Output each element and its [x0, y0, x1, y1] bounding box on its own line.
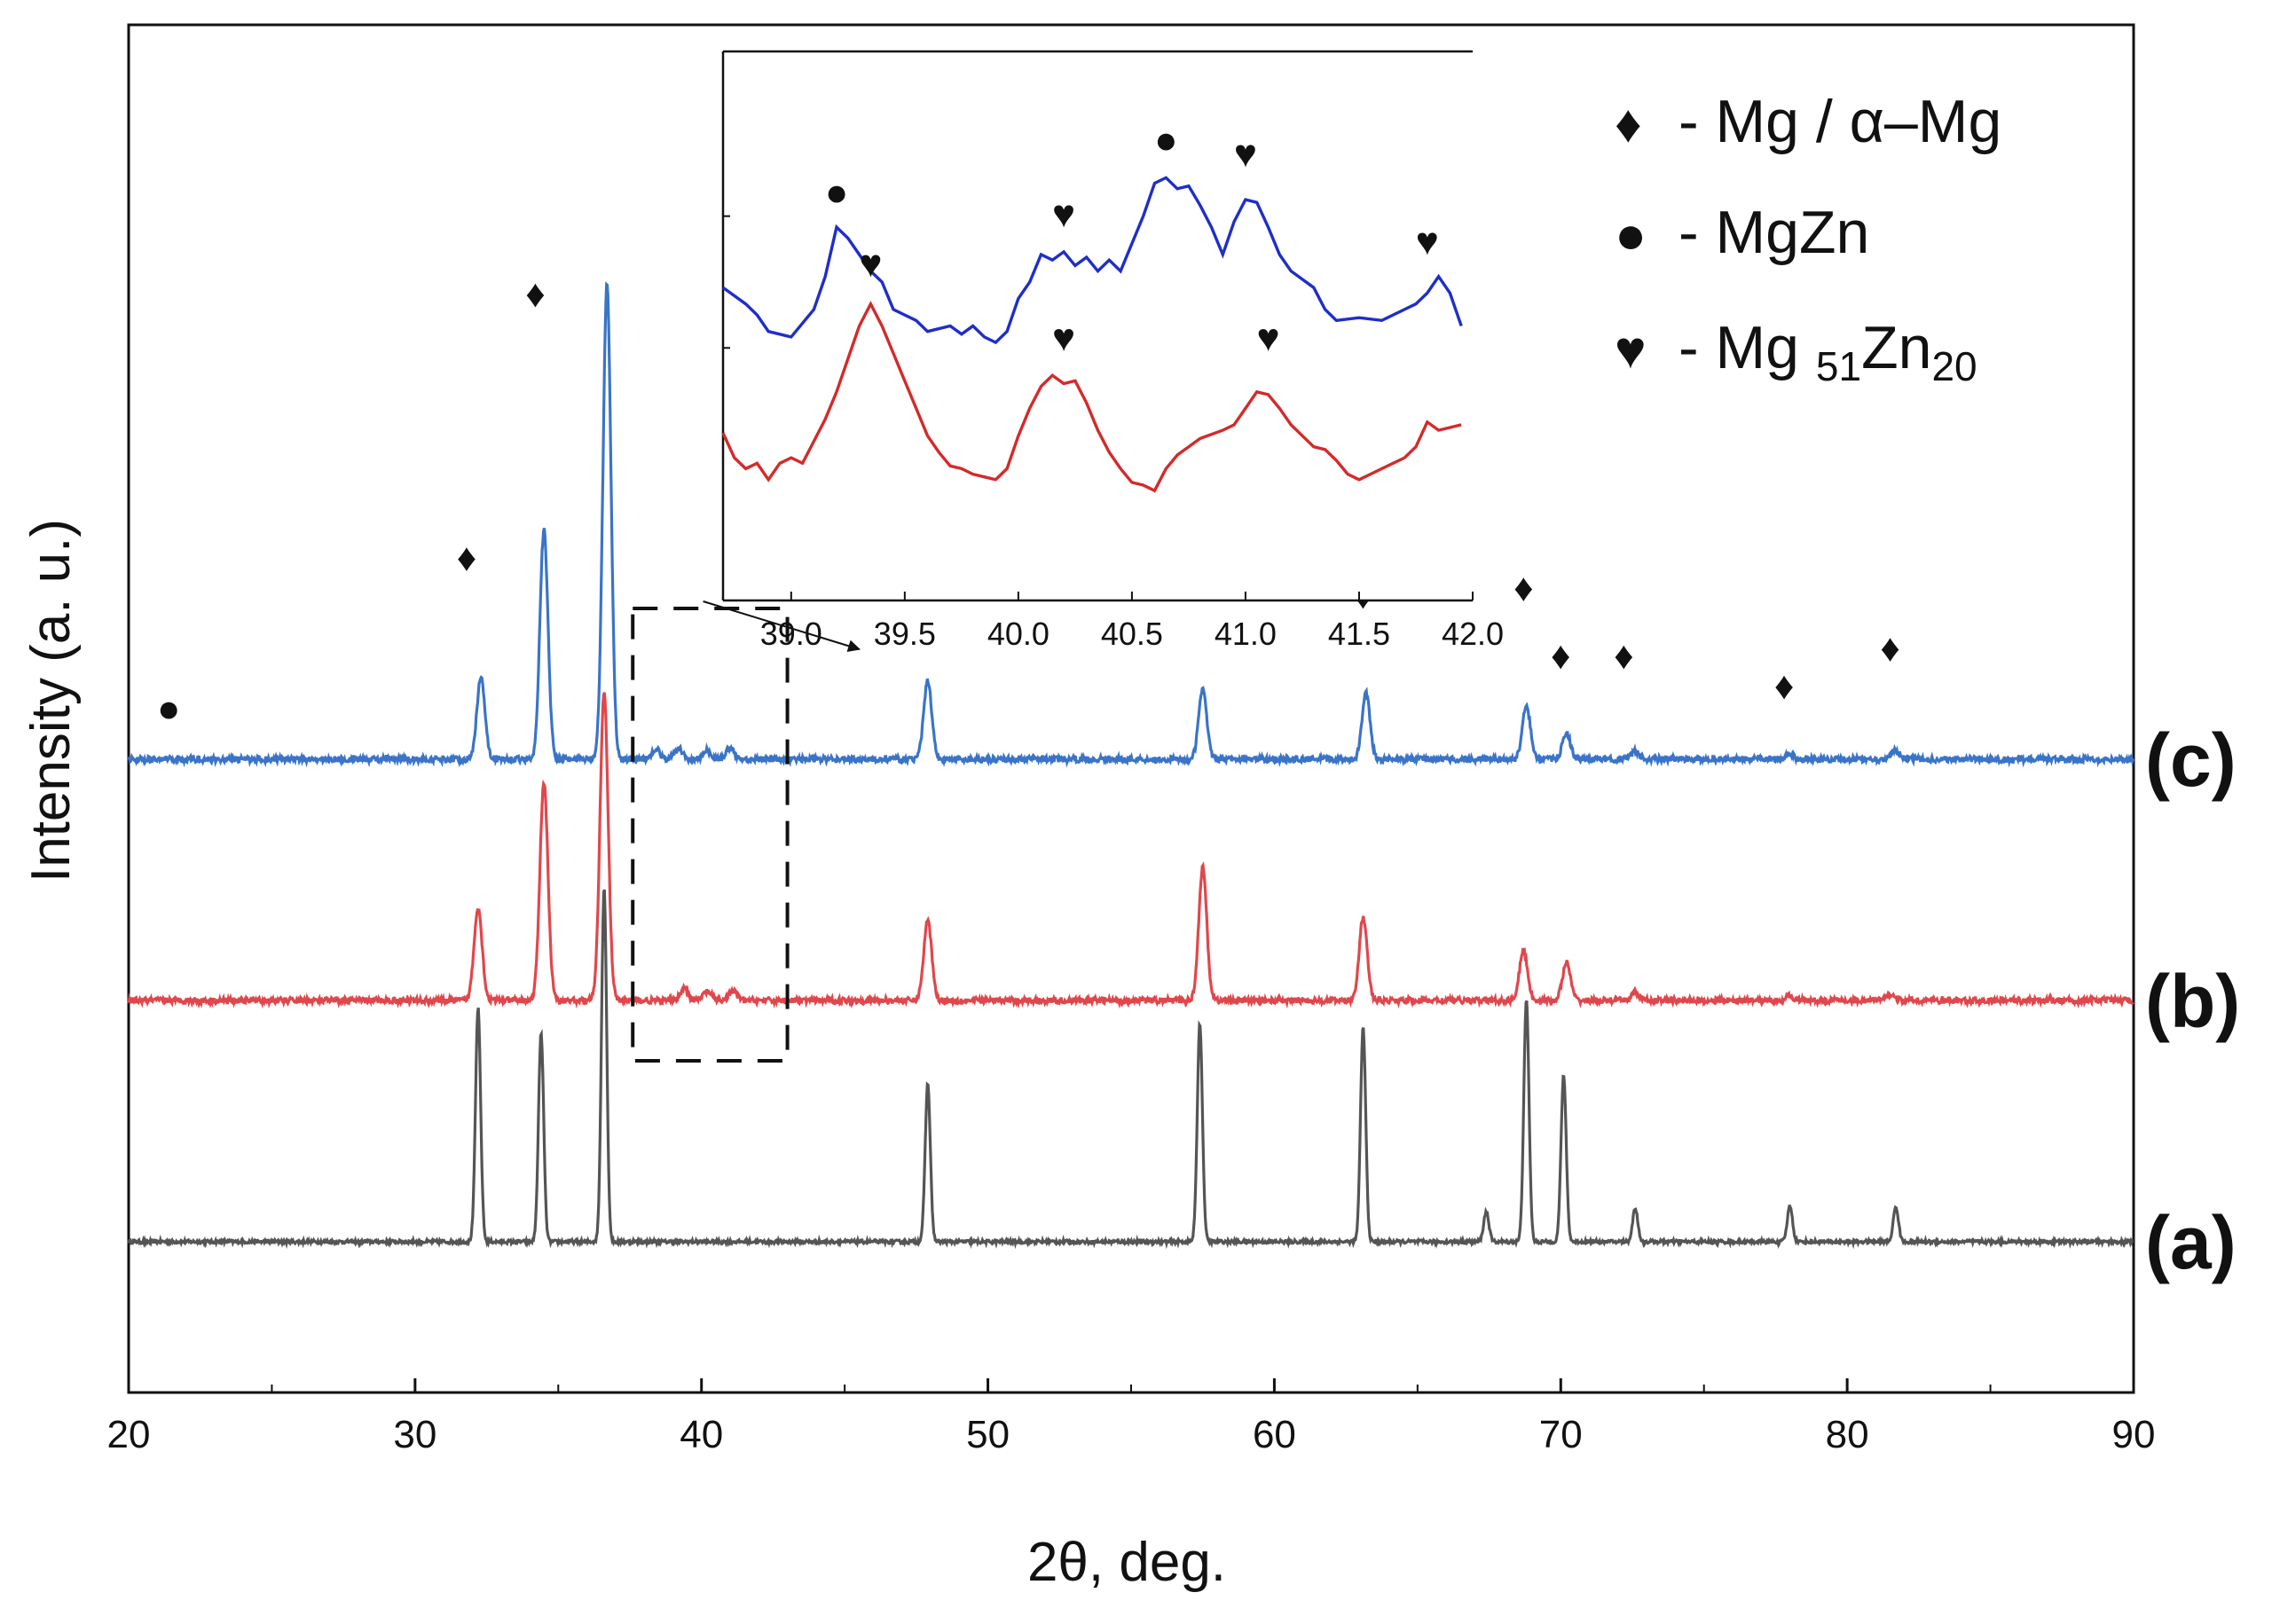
- inset-x-tick-label: 39.0: [760, 616, 822, 652]
- inset-x-tick-label: 39.5: [874, 616, 936, 652]
- inset-mg51zn20-marker: ♥: [1052, 192, 1075, 236]
- x-tick-label: 40: [680, 1413, 723, 1456]
- inset-plot-area: 39.0 39.5 40.0 40.5 41.0 41.5 42.0●♥● ♥♥♥♥ ♥: [721, 50, 1504, 652]
- inset-mg51zn20-marker: ♥: [1052, 316, 1075, 359]
- inset-series-line-c: [722, 176, 1463, 345]
- mg-marker: ♦: [525, 272, 545, 316]
- inset-series-line-b: [721, 300, 1462, 493]
- x-tick-label: 70: [1539, 1413, 1583, 1456]
- inset-mg51zn20-marker: ♥: [1416, 220, 1439, 263]
- inset-x-tick-label: 40.5: [1101, 616, 1163, 652]
- x-tick-label: 80: [1826, 1413, 1869, 1456]
- x-axis-title: 2θ, deg.: [1027, 1532, 1226, 1593]
- series-line-a: [127, 889, 2134, 1250]
- legend-symbol: ●: [1615, 205, 1647, 264]
- series-label: (b): [2145, 960, 2240, 1043]
- legend-label: - Mg / α–Mg: [1678, 88, 2001, 155]
- zoom-region-box: [631, 607, 790, 1063]
- x-tick-label: 90: [2112, 1413, 2156, 1456]
- axis-titles: 2θ, deg. Intensity (a. u.): [20, 519, 1226, 1593]
- legend-symbol: ♥: [1615, 320, 1647, 380]
- x-tick-label: 30: [393, 1413, 436, 1456]
- legend-label: - MgZn: [1678, 199, 1869, 266]
- y-axis-title: Intensity (a. u.): [20, 519, 82, 883]
- inset-x-tick-label: 41.5: [1328, 616, 1390, 652]
- x-tick-label: 20: [107, 1413, 151, 1456]
- inset-mg51zn20-marker: ♥: [859, 242, 882, 286]
- inset-mgzn-marker: ●: [825, 170, 849, 214]
- series-label: (a): [2145, 1201, 2237, 1284]
- inset-mgzn-marker: ●: [1154, 119, 1178, 162]
- mg-marker: ♦: [457, 537, 476, 580]
- mg-marker: ♦: [1614, 634, 1633, 678]
- inset-mg51zn20-marker: ♥: [1234, 132, 1257, 176]
- inset-x-tick-label: 40.0: [987, 616, 1050, 652]
- series-label: (c): [2145, 718, 2237, 802]
- legend: ♦ - Mg / α–Mg ● - MgZn ♥ - Mg 51Zn20: [1615, 88, 2001, 389]
- x-tick-label: 50: [966, 1413, 1010, 1456]
- series-line-b: [127, 692, 2134, 1009]
- inset-x-tick-label: 42.0: [1442, 616, 1504, 652]
- inset-mg51zn20-marker: ♥: [1256, 316, 1279, 359]
- mg-marker: ♦: [1880, 627, 1899, 671]
- inset-x-tick-label: 41.0: [1215, 616, 1277, 652]
- mgzn-marker: ●: [157, 687, 181, 731]
- inset-background: [723, 51, 1473, 600]
- mg-marker: ♦: [1551, 634, 1570, 678]
- legend-label: - Mg 51Zn20: [1678, 314, 1977, 389]
- legend-symbol: ♦: [1615, 94, 1642, 153]
- series-line-c: [127, 281, 2135, 768]
- x-tick-label: 60: [1253, 1413, 1296, 1456]
- mg-marker: ♦: [1513, 567, 1533, 610]
- zoom-arrow: [703, 600, 861, 652]
- mg-marker: ♦: [1774, 664, 1794, 708]
